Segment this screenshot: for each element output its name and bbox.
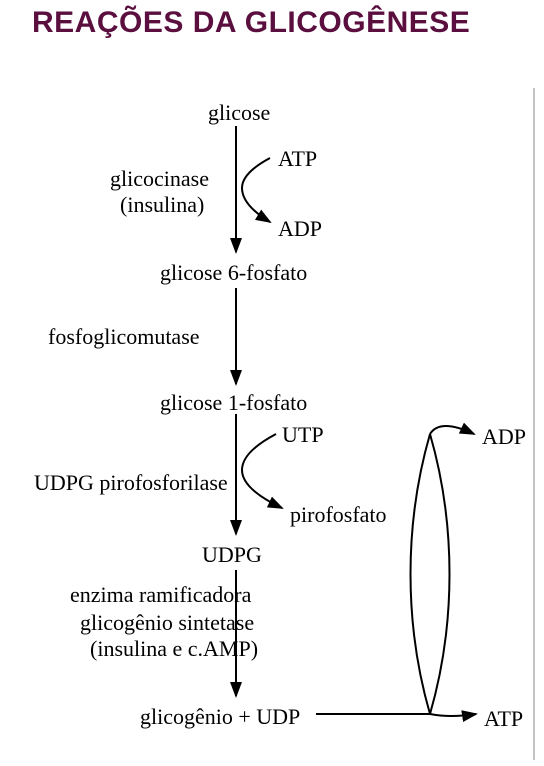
label-glic_sintetase: glicogênio sintetase <box>80 610 254 636</box>
label-g6p: glicose 6-fosfato <box>160 260 307 286</box>
label-insulina_camp: (insulina e c.AMP) <box>90 636 258 662</box>
label-fosfoglicomutase: fosfoglicomutase <box>48 324 200 350</box>
label-g1p: glicose 1-fosfato <box>160 390 307 416</box>
diagram-svg <box>0 0 544 766</box>
label-adp: ADP <box>278 216 322 242</box>
label-glicocinase: glicocinase <box>110 166 209 192</box>
label-glic_udp: glicogênio + UDP <box>140 704 300 730</box>
label-udpg_pyro: UDPG pirofosforilase <box>34 470 228 496</box>
label-utp: UTP <box>282 422 324 448</box>
label-glicose: glicose <box>208 100 270 126</box>
label-udpg: UDPG <box>202 542 262 568</box>
label-adp2: ADP <box>482 424 526 450</box>
label-insulina1: (insulina) <box>120 192 204 218</box>
label-atp2: ATP <box>484 706 523 732</box>
label-enzima_ram: enzima ramificadora <box>70 582 251 608</box>
label-pirofosfato: pirofosfato <box>290 502 387 528</box>
label-atp: ATP <box>278 146 317 172</box>
